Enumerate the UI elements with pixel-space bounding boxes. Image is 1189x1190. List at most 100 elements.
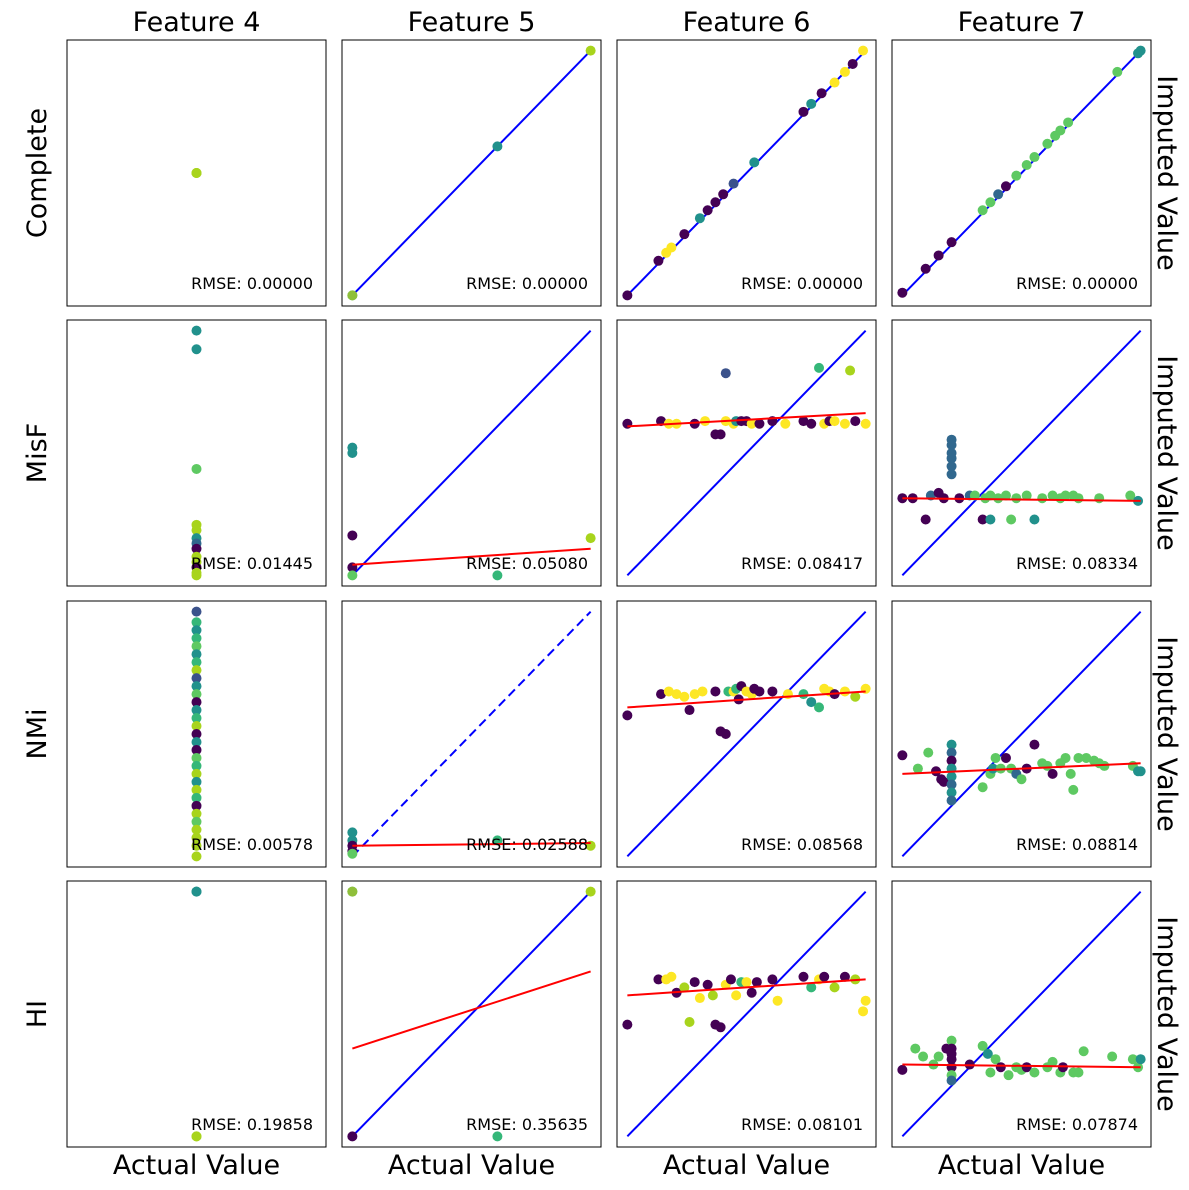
data-point [897, 1064, 908, 1075]
data-point [897, 287, 908, 298]
data-point [847, 58, 858, 69]
actual-value-label: Actual Value [663, 1150, 830, 1181]
data-point [897, 750, 908, 761]
data-point [191, 705, 202, 716]
data-point [946, 787, 957, 798]
data-point [191, 657, 202, 668]
data-point [689, 418, 700, 429]
regression-line [902, 1063, 1141, 1069]
row-label-hi: HI [22, 1000, 53, 1028]
data-point [1068, 784, 1079, 795]
data-point [1003, 1070, 1014, 1081]
data-point [918, 1051, 929, 1062]
identity-line [351, 49, 592, 297]
data-point [910, 1043, 921, 1054]
subplot-misf-feature-7: RMSE: 0.08334 [891, 319, 1152, 587]
data-point [492, 570, 503, 581]
data-point [749, 157, 760, 168]
data-point [988, 763, 999, 774]
data-point [845, 365, 856, 376]
row-label-misf: MisF [22, 423, 53, 483]
data-point [754, 418, 765, 429]
data-point [191, 689, 202, 700]
data-point [720, 729, 731, 739]
data-point [191, 617, 202, 628]
rmse-label: RMSE: 0.08101 [741, 1115, 863, 1134]
data-point [191, 800, 202, 811]
data-point [839, 971, 850, 982]
actual-value-label: Actual Value [388, 1150, 555, 1181]
data-point [191, 832, 202, 843]
column-title-feature-7: Feature 7 [958, 7, 1086, 38]
data-point [585, 886, 596, 897]
data-point [1000, 181, 1011, 192]
data-point [946, 755, 957, 766]
data-point [1000, 752, 1011, 763]
data-point [191, 792, 202, 803]
identity-line [901, 610, 1142, 858]
subplot-nmi-feature-6: RMSE: 0.08568 [616, 600, 877, 868]
data-point [718, 189, 729, 200]
data-point [798, 106, 809, 117]
data-point [191, 697, 202, 708]
data-point [715, 429, 726, 440]
data-point [772, 995, 783, 1006]
data-point [728, 178, 739, 189]
data-point [977, 1040, 988, 1051]
data-point [1047, 490, 1058, 501]
data-point [585, 533, 596, 544]
data-point [751, 977, 762, 988]
data-point [946, 1075, 957, 1086]
data-point [191, 606, 202, 617]
rmse-label: RMSE: 0.07874 [1016, 1115, 1138, 1134]
data-point [1125, 490, 1136, 501]
regression-line [352, 842, 591, 847]
data-point [860, 995, 871, 1006]
data-point [191, 768, 202, 779]
data-point [622, 1019, 633, 1030]
data-point [806, 418, 817, 429]
subplot-complete-feature-5: RMSE: 0.00000 [341, 39, 602, 307]
data-point [829, 77, 840, 88]
data-point [492, 1131, 503, 1142]
data-point [191, 665, 202, 676]
data-point [191, 752, 202, 763]
data-point [684, 705, 695, 716]
data-point [798, 971, 809, 982]
data-point [985, 1067, 996, 1078]
data-point [191, 721, 202, 732]
data-point [1065, 768, 1076, 779]
actual-value-label: Actual Value [113, 1150, 280, 1181]
data-point [920, 514, 931, 525]
data-point [990, 1054, 1001, 1065]
regression-line [627, 412, 866, 428]
data-point [191, 344, 202, 355]
data-point [1060, 490, 1071, 501]
data-point [946, 779, 957, 790]
data-point [1029, 514, 1040, 525]
data-point [839, 66, 850, 77]
subplot-hi-feature-7: RMSE: 0.07874 [891, 880, 1152, 1148]
data-point [806, 697, 817, 708]
subplot-nmi-feature-5: RMSE: 0.02588 [341, 600, 602, 868]
identity-line [626, 329, 867, 577]
data-point [191, 325, 202, 336]
data-point [725, 974, 736, 985]
data-point [622, 710, 633, 721]
data-point [819, 971, 830, 982]
data-point [1060, 752, 1071, 763]
data-point [977, 205, 988, 216]
plot-frame [66, 880, 327, 1148]
subplot-hi-feature-4: RMSE: 0.19858 [66, 880, 327, 1148]
identity-line [351, 329, 592, 577]
rmse-label: RMSE: 0.35635 [466, 1115, 588, 1134]
rmse-label: RMSE: 0.08417 [741, 554, 863, 573]
data-point [946, 771, 957, 782]
data-point [1029, 1067, 1040, 1078]
data-point [1078, 1046, 1089, 1057]
rmse-label: RMSE: 0.02588 [466, 835, 588, 854]
data-point [191, 760, 202, 771]
data-point [933, 1051, 944, 1062]
data-point [710, 686, 721, 697]
data-point [946, 237, 957, 248]
